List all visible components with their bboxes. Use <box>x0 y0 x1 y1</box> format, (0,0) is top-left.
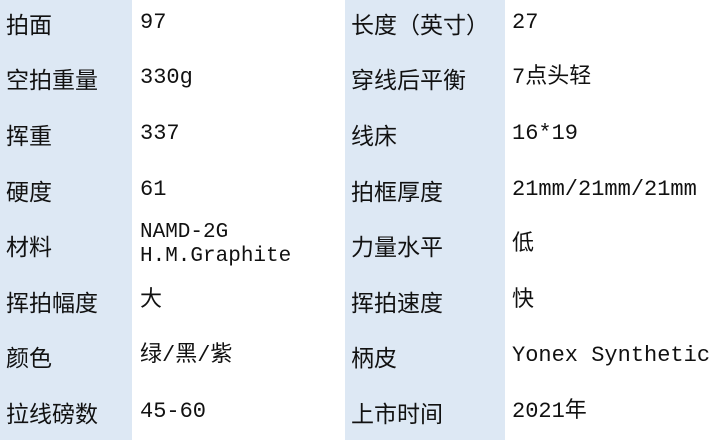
label-cell: 柄皮 <box>345 328 505 385</box>
table-row: 材料 NAMD-2G H.M.Graphite 力量水平 低 <box>0 217 720 273</box>
label-cell: 拍面 <box>0 0 132 51</box>
value-cell: 2021年 <box>512 398 587 424</box>
label-cell: 空拍重量 <box>0 50 132 107</box>
table-row: 挥拍幅度 大 挥拍速度 快 <box>0 272 720 329</box>
value-cell: 21mm/21mm/21mm <box>512 176 697 202</box>
label-cell: 材料 <box>0 217 132 273</box>
table-row: 硬度 61 拍框厚度 21mm/21mm/21mm <box>0 161 720 218</box>
value-cell: 337 <box>140 120 180 146</box>
value-cell: 7点头轻 <box>512 65 592 91</box>
label-cell: 拉线磅数 <box>0 384 132 440</box>
table-row: 颜色 绿/黑/紫 柄皮 Yonex Synthetic <box>0 328 720 385</box>
label-cell: 挥拍速度 <box>345 272 505 329</box>
label-cell: 拍框厚度 <box>345 161 505 218</box>
table-row: 拍面 97 长度（英寸） 27 <box>0 0 720 51</box>
value-cell: 61 <box>140 176 167 202</box>
table-row: 挥重 337 线床 16*19 <box>0 106 720 162</box>
value-cell: 97 <box>140 9 167 35</box>
label-cell: 线床 <box>345 106 505 162</box>
value-cell: 快 <box>512 287 535 313</box>
label-cell: 长度（英寸） <box>345 0 505 51</box>
value-cell: 绿/黑/紫 <box>140 343 233 369</box>
value-cell: 16*19 <box>512 120 579 146</box>
label-cell: 硬度 <box>0 161 132 218</box>
label-cell: 穿线后平衡 <box>345 50 505 107</box>
value-cell: 330g <box>140 65 193 91</box>
value-cell: 低 <box>512 232 535 258</box>
value-cell: 大 <box>140 287 163 313</box>
table-row: 空拍重量 330g 穿线后平衡 7点头轻 <box>0 50 720 107</box>
label-cell: 挥拍幅度 <box>0 272 132 329</box>
value-cell: Yonex Synthetic <box>512 343 711 369</box>
label-cell: 颜色 <box>0 328 132 385</box>
label-cell: 力量水平 <box>345 217 505 273</box>
value-cell: 45-60 <box>140 398 207 424</box>
value-cell: 27 <box>512 9 539 35</box>
label-cell: 上市时间 <box>345 384 505 440</box>
label-cell: 挥重 <box>0 106 132 162</box>
value-line: H.M.Graphite <box>140 245 292 269</box>
value-cell: NAMD-2G H.M.Graphite <box>132 217 345 273</box>
value-line: NAMD-2G <box>140 221 229 245</box>
table-row: 拉线磅数 45-60 上市时间 2021年 <box>0 384 720 440</box>
